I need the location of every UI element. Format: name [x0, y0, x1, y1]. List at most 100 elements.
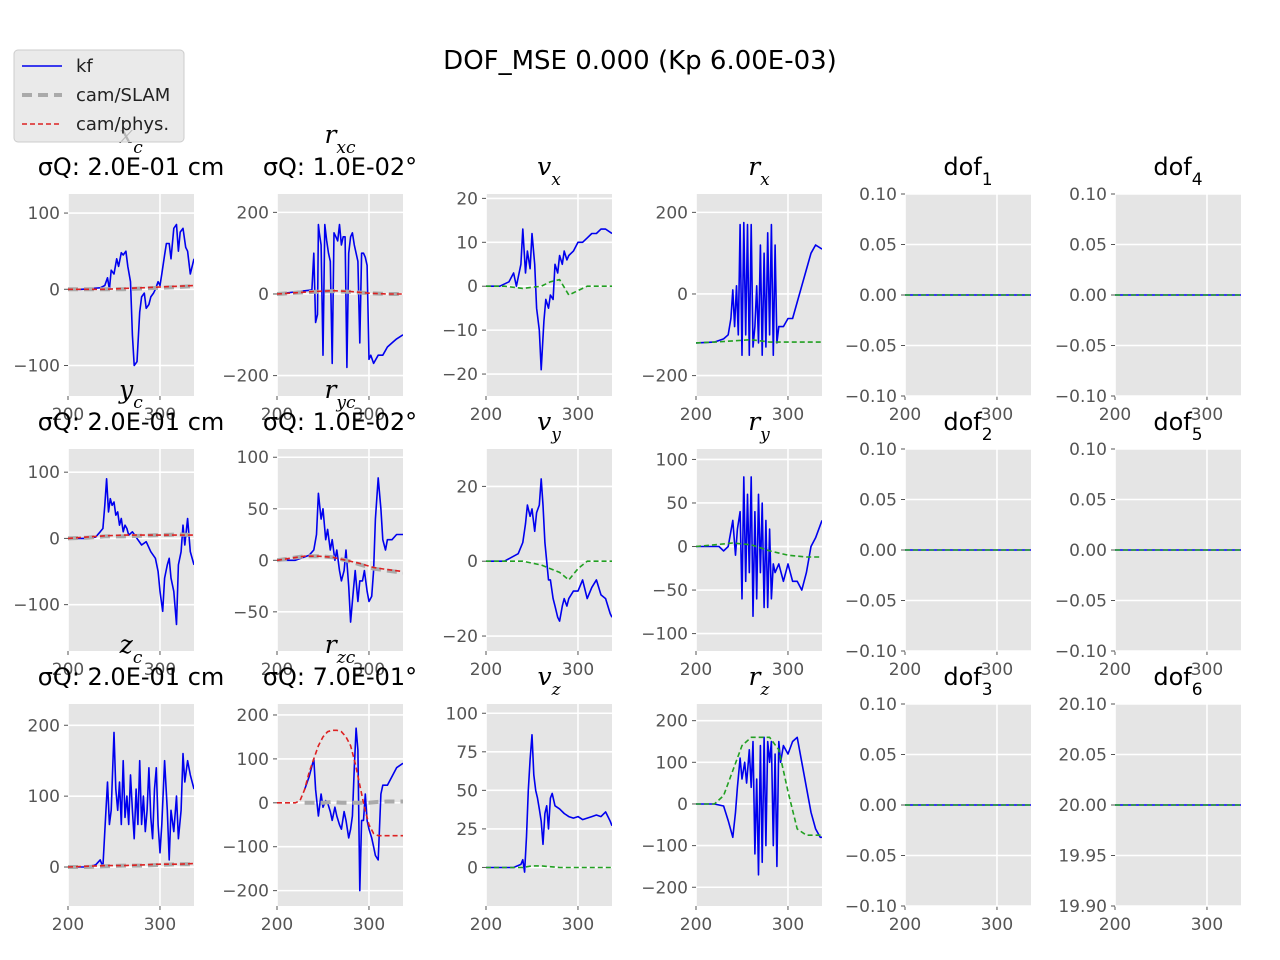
chart-subtitle: σQ: 1.0E-02° [263, 153, 417, 181]
y-tick-label: 0 [258, 285, 269, 305]
x-tick-label: 300 [353, 405, 385, 425]
y-tick-label: 100 [28, 463, 60, 483]
x-tick-label: 300 [1191, 915, 1223, 935]
series-line-green [696, 338, 822, 344]
y-tick-label: 20 [456, 189, 478, 209]
y-tick-label: 50 [247, 500, 269, 520]
x-tick-label: 300 [981, 660, 1013, 680]
y-tick-label: −0.10 [845, 897, 897, 917]
y-tick-label: 20.10 [1058, 695, 1107, 715]
y-tick-label: −200 [641, 367, 688, 387]
x-tick-label: 300 [772, 660, 804, 680]
chart-title: rz [749, 662, 771, 700]
x-tick-label: 200 [680, 660, 712, 680]
y-tick-label: −50 [652, 581, 688, 601]
chart-dof4: 200 300 −0.10 −0.05 0.00 0.05 0.10 dof4 [1055, 153, 1241, 425]
chart-title: vz [537, 662, 561, 700]
x-tick-label: 200 [680, 915, 712, 935]
chart-title: vy [537, 407, 561, 445]
series-line-kf [696, 736, 822, 876]
y-tick-label: 20.00 [1058, 796, 1107, 816]
chart-subtitle: σQ: 2.0E-01 cm [38, 408, 225, 436]
y-tick-label: 0.05 [859, 236, 897, 256]
series-line-cam-phys [277, 729, 403, 837]
chart-rx: 200 300 −200 0 200 rx [641, 152, 822, 425]
y-tick-label: −10 [442, 321, 478, 341]
chart-title: dof1 [943, 153, 992, 190]
series-line-green [486, 865, 612, 869]
series-line-cam-slam [304, 799, 403, 805]
y-tick-label: 0.10 [859, 695, 897, 715]
chart-subtitle: σQ: 2.0E-01 cm [38, 663, 225, 691]
series-group [68, 223, 194, 367]
y-tick-label: 0 [49, 529, 60, 549]
y-tick-label: 0 [467, 277, 478, 297]
series-line-kf [277, 477, 403, 623]
y-tick-label: 200 [28, 716, 60, 736]
y-tick-label: 0.00 [859, 796, 897, 816]
y-tick-label: 50 [456, 781, 478, 801]
y-tick-label: 0.05 [859, 491, 897, 511]
series-group [486, 733, 612, 873]
y-tick-label: 0.10 [1069, 440, 1107, 460]
x-tick-label: 200 [52, 660, 84, 680]
legend-label: kf [76, 56, 93, 77]
x-tick-label: 200 [1099, 660, 1131, 680]
chart-vz: 200 300 0 25 50 75 100 vz [446, 662, 612, 935]
x-tick-label: 300 [562, 915, 594, 935]
y-tick-label: 75 [456, 743, 478, 763]
y-tick-label: 0 [258, 551, 269, 571]
series-line-kf [303, 727, 403, 892]
legend-label: cam/phys. [76, 114, 169, 135]
y-tick-label: −200 [641, 878, 688, 898]
y-tick-label: 0 [258, 794, 269, 814]
chart-title: vx [537, 152, 561, 190]
series-group [68, 477, 194, 626]
y-tick-label: 0.10 [859, 440, 897, 460]
series-group [696, 476, 822, 618]
y-tick-label: 19.95 [1058, 847, 1107, 867]
y-tick-label: 0 [677, 795, 688, 815]
y-tick-label: 0 [467, 858, 478, 878]
y-tick-label: −100 [13, 596, 60, 616]
y-tick-label: 20.05 [1058, 746, 1107, 766]
series-line-kf [486, 228, 612, 371]
x-tick-label: 200 [261, 405, 293, 425]
chart-subtitle: σQ: 7.0E-01° [263, 663, 417, 691]
x-tick-label: 200 [52, 405, 84, 425]
y-tick-label: 0 [49, 280, 60, 300]
y-tick-label: 19.90 [1058, 897, 1107, 917]
series-line-kf [696, 476, 822, 618]
y-tick-label: 0.10 [1069, 185, 1107, 205]
x-tick-label: 300 [772, 915, 804, 935]
x-tick-label: 200 [1099, 915, 1131, 935]
chart-subtitle: σQ: 2.0E-01 cm [38, 153, 225, 181]
y-tick-label: −0.05 [845, 847, 897, 867]
x-tick-label: 300 [562, 405, 594, 425]
y-tick-label: 0.00 [859, 541, 897, 561]
chart-ry: 200 300 −100 −50 0 50 100 ry [641, 407, 822, 680]
y-tick-label: 100 [28, 787, 60, 807]
x-tick-label: 300 [562, 660, 594, 680]
series-line-green [696, 542, 822, 558]
x-tick-label: 200 [470, 660, 502, 680]
y-tick-label: −100 [641, 625, 688, 645]
series-line-cam-phys [68, 862, 194, 868]
series-line-cam-phys [277, 555, 403, 573]
chart-title: dof4 [1153, 153, 1202, 190]
x-tick-label: 300 [353, 660, 385, 680]
x-tick-label: 300 [144, 660, 176, 680]
plot-area [486, 194, 612, 396]
chart-subtitle: σQ: 1.0E-02° [263, 408, 417, 436]
x-tick-label: 300 [144, 915, 176, 935]
